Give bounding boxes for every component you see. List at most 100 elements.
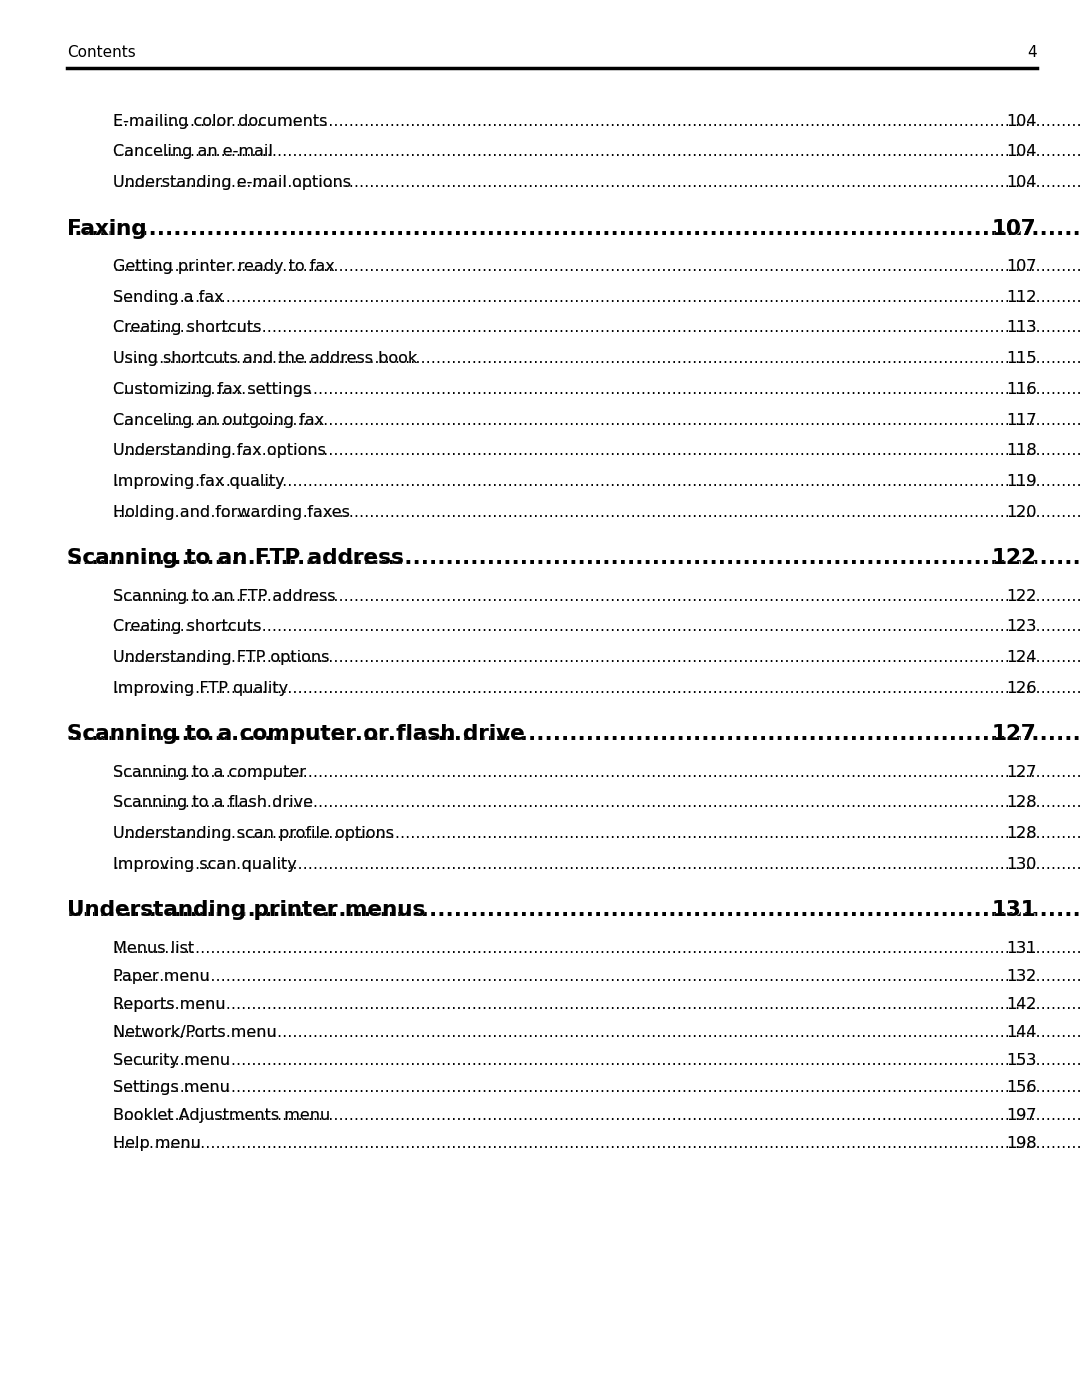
Text: 122: 122 <box>991 549 1037 569</box>
Text: 127: 127 <box>1007 764 1037 780</box>
Text: Menus list: Menus list <box>113 940 194 956</box>
Text: Scanning to an FTP address: Scanning to an FTP address <box>113 588 347 604</box>
Text: ................................................................................: ........................................… <box>113 1080 1080 1095</box>
Text: Network/Ports menu: Network/Ports menu <box>113 1024 287 1039</box>
Text: Creating shortcuts: Creating shortcuts <box>113 619 261 634</box>
Text: Network/Ports menu: Network/Ports menu <box>113 1024 278 1039</box>
Text: 118: 118 <box>1007 443 1037 458</box>
Text: ................................................................................: ........................................… <box>113 443 1080 458</box>
Text: 118: 118 <box>996 443 1037 458</box>
Text: Using shortcuts and the address book: Using shortcuts and the address book <box>113 351 418 366</box>
Text: 117: 117 <box>1007 412 1037 427</box>
Text: 107: 107 <box>977 219 1037 239</box>
Text: ................................................................................: ........................................… <box>113 1024 1080 1039</box>
Text: Scanning to an FTP address: Scanning to an FTP address <box>113 588 336 604</box>
Text: ................................................................................: ........................................… <box>113 474 1080 489</box>
Text: ................................................................................: ........................................… <box>113 650 1080 665</box>
Text: 128: 128 <box>1007 795 1037 810</box>
Text: 107: 107 <box>1007 258 1037 274</box>
Text: Sending a fax: Sending a fax <box>113 289 234 305</box>
Text: Scanning to a flash drive: Scanning to a flash drive <box>113 795 324 810</box>
Text: ................................................................................: ........................................… <box>113 1108 1080 1123</box>
Text: Menus list: Menus list <box>113 940 194 956</box>
Text: 113: 113 <box>996 320 1037 335</box>
Text: ................................................................................: ........................................… <box>113 175 1080 190</box>
Text: ................................................................................: ........................................… <box>113 826 1080 841</box>
Text: Understanding fax options: Understanding fax options <box>113 443 326 458</box>
Text: ................................................................................: ........................................… <box>113 1136 1080 1151</box>
Text: 104: 104 <box>996 144 1037 159</box>
Text: 116: 116 <box>1007 381 1037 397</box>
Text: ................................................................................: ........................................… <box>113 588 1080 604</box>
Text: 104: 104 <box>1007 144 1037 159</box>
Text: Getting printer ready to fax: Getting printer ready to fax <box>113 258 335 274</box>
Text: 156: 156 <box>1007 1080 1037 1095</box>
Text: Improving fax quality: Improving fax quality <box>113 474 295 489</box>
Text: 122: 122 <box>1007 588 1037 604</box>
Text: Holding and forwarding faxes: Holding and forwarding faxes <box>113 504 350 520</box>
Text: Sending a fax: Sending a fax <box>113 289 224 305</box>
Text: 198: 198 <box>1007 1136 1037 1151</box>
Text: Getting printer ready to fax: Getting printer ready to fax <box>113 258 346 274</box>
Text: Settings menu: Settings menu <box>113 1080 230 1095</box>
Text: Creating shortcuts: Creating shortcuts <box>113 320 261 335</box>
Text: 122: 122 <box>991 549 1037 569</box>
Text: ................................................................................: ........................................… <box>113 351 1080 366</box>
Text: ................................................................................: ........................................… <box>113 1052 1080 1067</box>
Text: 107: 107 <box>993 219 1037 239</box>
Text: 153: 153 <box>1007 1052 1037 1067</box>
Text: 104: 104 <box>1007 113 1037 129</box>
Text: 104: 104 <box>1007 175 1037 190</box>
Text: Canceling an outgoing fax: Canceling an outgoing fax <box>113 412 324 427</box>
Text: Scanning to a computer or flash drive: Scanning to a computer or flash drive <box>67 725 540 745</box>
Text: 124: 124 <box>1007 650 1037 665</box>
Text: 197: 197 <box>996 1108 1037 1123</box>
Text: 142: 142 <box>996 996 1037 1011</box>
Text: Network/Ports menu: Network/Ports menu <box>113 1024 278 1039</box>
Text: 119: 119 <box>996 474 1037 489</box>
Text: Settings menu: Settings menu <box>113 1080 241 1095</box>
Text: Scanning to an FTP address: Scanning to an FTP address <box>113 588 336 604</box>
Text: Understanding scan profile options: Understanding scan profile options <box>113 826 394 841</box>
Text: Reports menu: Reports menu <box>113 996 226 1011</box>
Text: Customizing fax settings: Customizing fax settings <box>113 381 312 397</box>
Text: Reports menu: Reports menu <box>113 996 226 1011</box>
Text: 131: 131 <box>991 901 1037 921</box>
Text: E-mailing color documents: E-mailing color documents <box>113 113 338 129</box>
Text: Improving fax quality: Improving fax quality <box>113 474 285 489</box>
Text: 130: 130 <box>996 856 1037 872</box>
Text: 123: 123 <box>1007 619 1037 634</box>
Text: 122: 122 <box>976 549 1037 569</box>
Text: 120: 120 <box>1007 504 1037 520</box>
Text: Improving FTP quality: Improving FTP quality <box>113 680 288 696</box>
Text: 127: 127 <box>996 764 1037 780</box>
Text: 128: 128 <box>1007 795 1037 810</box>
Text: ................................................................................: ........................................… <box>67 725 1080 745</box>
Text: 118: 118 <box>1007 443 1037 458</box>
Text: 131: 131 <box>1007 940 1037 956</box>
Text: 144: 144 <box>1007 1024 1037 1039</box>
Text: Using shortcuts and the address book: Using shortcuts and the address book <box>113 351 418 366</box>
Text: 156: 156 <box>1007 1080 1037 1095</box>
Text: 119: 119 <box>1007 474 1037 489</box>
Text: Getting printer ready to fax: Getting printer ready to fax <box>113 258 335 274</box>
Text: ................................................................................: ........................................… <box>113 968 1080 983</box>
Text: Improving FTP quality: Improving FTP quality <box>113 680 299 696</box>
Text: 197: 197 <box>1007 1108 1037 1123</box>
Text: Improving scan quality: Improving scan quality <box>113 856 297 872</box>
Text: Scanning to a computer: Scanning to a computer <box>113 764 307 780</box>
Text: 128: 128 <box>996 795 1037 810</box>
Text: Understanding FTP options: Understanding FTP options <box>113 650 329 665</box>
Text: 127: 127 <box>1007 764 1037 780</box>
Text: Canceling an outgoing fax: Canceling an outgoing fax <box>113 412 335 427</box>
Text: Faxing: Faxing <box>67 219 147 239</box>
Text: Understanding fax options: Understanding fax options <box>113 443 337 458</box>
Text: Canceling an e-mail: Canceling an e-mail <box>113 144 273 159</box>
Text: Understanding scan profile options: Understanding scan profile options <box>113 826 405 841</box>
Text: 122: 122 <box>1007 588 1037 604</box>
Text: 117: 117 <box>996 412 1037 427</box>
Text: 128: 128 <box>996 826 1037 841</box>
Text: 112: 112 <box>996 289 1037 305</box>
Text: Paper menu: Paper menu <box>113 968 211 983</box>
Text: Understanding printer menus: Understanding printer menus <box>67 901 426 921</box>
